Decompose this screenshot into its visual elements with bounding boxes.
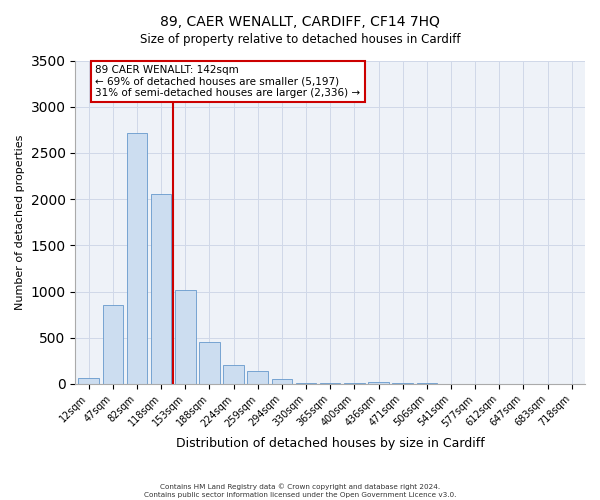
Bar	[296, 382, 316, 384]
Bar	[199, 342, 220, 384]
Text: Contains HM Land Registry data © Crown copyright and database right 2024.
Contai: Contains HM Land Registry data © Crown c…	[144, 484, 456, 498]
Bar	[368, 382, 389, 384]
Bar	[247, 370, 268, 384]
Text: Size of property relative to detached houses in Cardiff: Size of property relative to detached ho…	[140, 32, 460, 46]
Bar	[223, 364, 244, 384]
Text: 89, CAER WENALLT, CARDIFF, CF14 7HQ: 89, CAER WENALLT, CARDIFF, CF14 7HQ	[160, 15, 440, 29]
Bar	[272, 379, 292, 384]
Bar	[127, 132, 147, 384]
Bar	[175, 290, 196, 384]
Bar	[103, 306, 123, 384]
Bar	[79, 378, 99, 384]
X-axis label: Distribution of detached houses by size in Cardiff: Distribution of detached houses by size …	[176, 437, 485, 450]
Bar	[151, 194, 172, 384]
Y-axis label: Number of detached properties: Number of detached properties	[15, 134, 25, 310]
Text: 89 CAER WENALLT: 142sqm
← 69% of detached houses are smaller (5,197)
31% of semi: 89 CAER WENALLT: 142sqm ← 69% of detache…	[95, 65, 361, 98]
